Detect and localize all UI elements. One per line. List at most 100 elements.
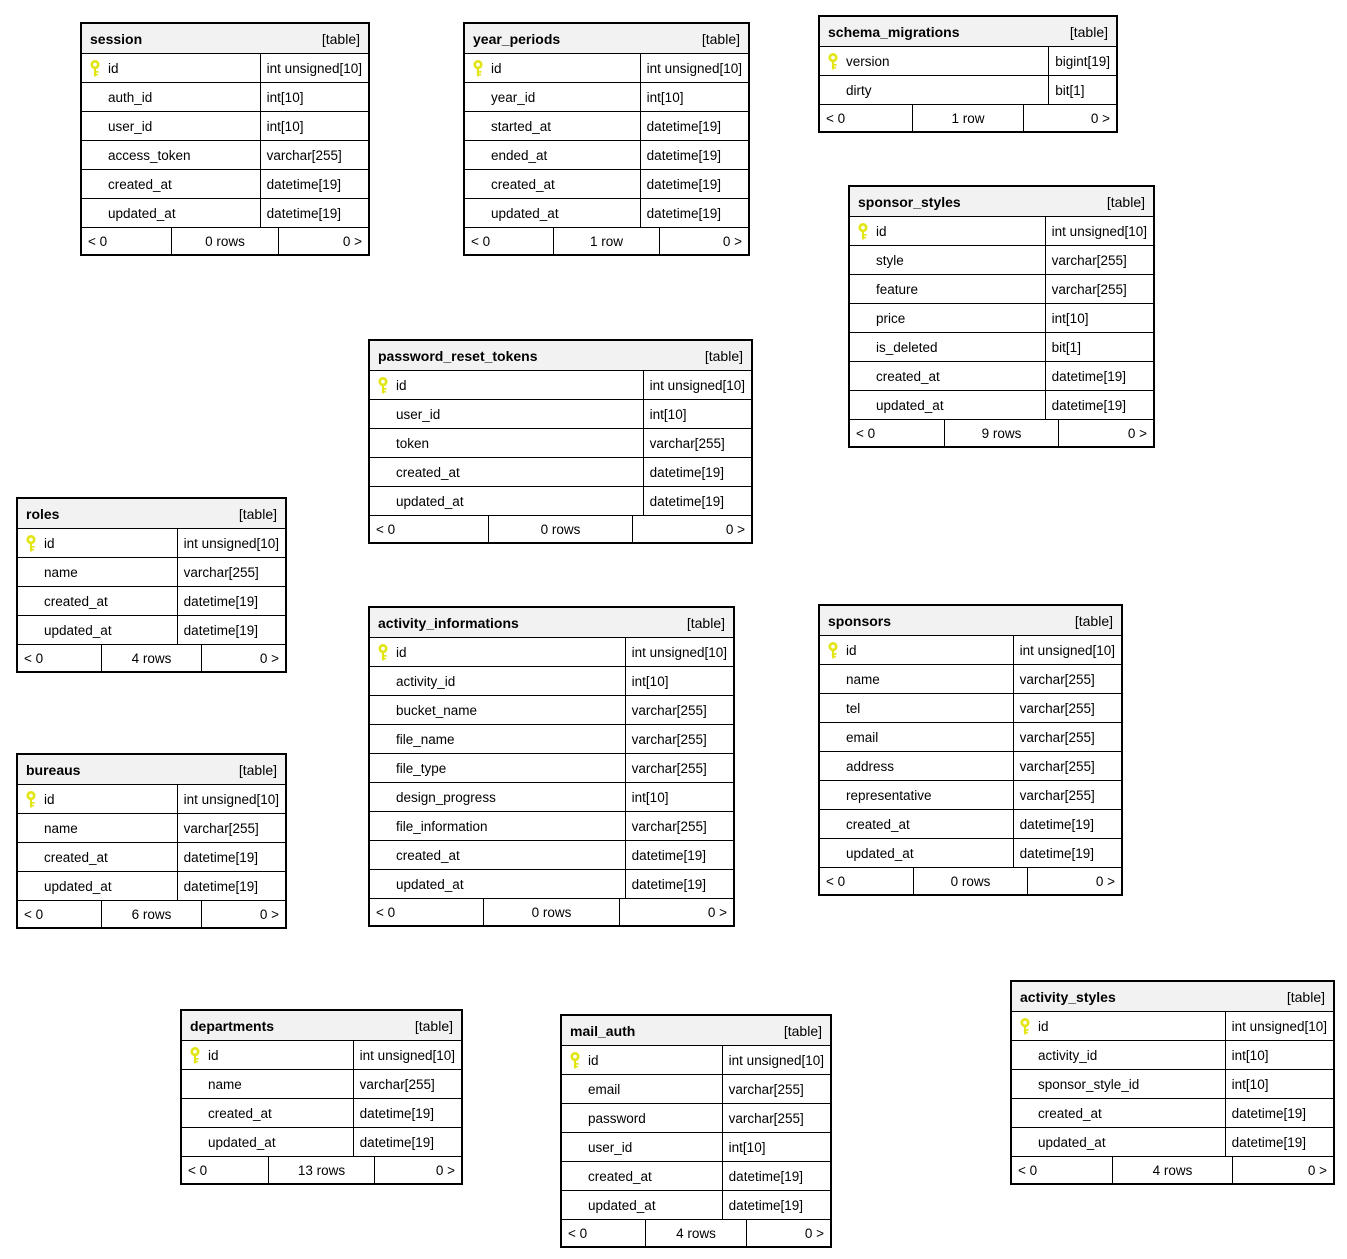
column-name: created_at bbox=[1038, 1105, 1102, 1121]
table-node-sponsors[interactable]: sponsors [table] id int unsigned[10] name v… bbox=[818, 604, 1123, 896]
table-row: year_id int[10] bbox=[465, 83, 748, 112]
table-name[interactable]: sponsor_styles bbox=[858, 193, 961, 210]
table-node-bureaus[interactable]: bureaus [table] id int unsigned[10] name va… bbox=[16, 753, 287, 929]
column-name: updated_at bbox=[588, 1197, 656, 1213]
column-type: datetime[19] bbox=[352, 1099, 461, 1128]
table-row: sponsor_style_id int[10] bbox=[1012, 1070, 1333, 1099]
footer-row-count: 9 rows bbox=[943, 420, 1060, 446]
table-row: created_at datetime[19] bbox=[182, 1099, 461, 1128]
column-name: id bbox=[588, 1052, 599, 1068]
table-row: name varchar[255] bbox=[182, 1070, 461, 1099]
table-node-roles[interactable]: roles [table] id int unsigned[10] name varc… bbox=[16, 497, 287, 673]
column-type: datetime[19] bbox=[1012, 839, 1121, 868]
table-row: feature varchar[255] bbox=[850, 275, 1153, 304]
table-node-sponsor-styles[interactable]: sponsor_styles [table] id int unsigned[10… bbox=[848, 185, 1155, 448]
table-node-year-periods[interactable]: year_periods [table] id int unsigned[10] y… bbox=[463, 22, 750, 256]
column-type: datetime[19] bbox=[1012, 810, 1121, 839]
column-name-cell: updated_at bbox=[465, 199, 640, 228]
primary-key-icon bbox=[569, 1051, 588, 1069]
column-name: access_token bbox=[108, 147, 191, 163]
table-row: created_at datetime[19] bbox=[370, 841, 733, 870]
column-type: int[10] bbox=[639, 83, 748, 112]
column-name-cell: sponsor_style_id bbox=[1012, 1070, 1225, 1099]
column-name: created_at bbox=[491, 176, 555, 192]
table-row: id int unsigned[10] bbox=[18, 785, 285, 814]
table-name[interactable]: departments bbox=[190, 1017, 275, 1034]
column-list: id int unsigned[10] name varchar[255] create… bbox=[18, 785, 285, 901]
column-name: updated_at bbox=[208, 1134, 276, 1150]
footer-row-count: 0 rows bbox=[170, 228, 280, 254]
column-type: varchar[255] bbox=[1012, 694, 1121, 723]
table-row: password varchar[255] bbox=[562, 1104, 830, 1133]
table-node-activity-styles[interactable]: activity_styles [table] id int unsigned[1… bbox=[1010, 980, 1335, 1185]
column-type: datetime[19] bbox=[639, 199, 748, 228]
table-name[interactable]: session bbox=[90, 30, 143, 47]
table-header: sponsor_styles [table] bbox=[850, 187, 1153, 217]
table-name[interactable]: password_reset_tokens bbox=[378, 347, 538, 364]
table-row: id int unsigned[10] bbox=[465, 54, 748, 83]
footer-right-degree: 0 > bbox=[722, 233, 742, 249]
table-node-mail-auth[interactable]: mail_auth [table] id int unsigned[10] emai… bbox=[560, 1014, 832, 1248]
table-type-badge: [table] bbox=[414, 1017, 453, 1034]
column-type: int unsigned[10] bbox=[624, 638, 733, 667]
column-type: varchar[255] bbox=[259, 141, 368, 170]
column-type: int[10] bbox=[721, 1133, 830, 1162]
column-type: int unsigned[10] bbox=[352, 1041, 461, 1070]
table-name[interactable]: roles bbox=[26, 505, 60, 522]
column-type: int unsigned[10] bbox=[639, 54, 748, 83]
table-node-activity-informations[interactable]: activity_informations [table] id int unsi… bbox=[368, 606, 735, 927]
table-name[interactable]: sponsors bbox=[828, 612, 892, 629]
primary-key-icon bbox=[472, 59, 491, 77]
footer-row-count: 13 rows bbox=[268, 1157, 375, 1183]
table-row: created_at datetime[19] bbox=[370, 458, 751, 487]
table-name[interactable]: year_periods bbox=[473, 30, 561, 47]
column-list: id int unsigned[10] name varchar[255] create… bbox=[182, 1041, 461, 1157]
table-name[interactable]: schema_migrations bbox=[828, 23, 960, 40]
footer-left-degree: < 0 bbox=[24, 650, 44, 666]
column-name-cell: dirty bbox=[820, 76, 1049, 105]
column-name: email bbox=[846, 729, 879, 745]
table-footer: < 0 4 rows 0 > bbox=[1012, 1157, 1333, 1183]
table-row: started_at datetime[19] bbox=[465, 112, 748, 141]
table-node-departments[interactable]: departments [table] id int unsigned[10] na… bbox=[180, 1009, 463, 1185]
table-node-schema-migrations[interactable]: schema_migrations [table] version bigint[… bbox=[818, 15, 1118, 133]
table-name[interactable]: activity_informations bbox=[378, 614, 519, 631]
column-type: datetime[19] bbox=[176, 843, 285, 872]
column-name: file_information bbox=[396, 818, 488, 834]
table-type-badge: [table] bbox=[321, 30, 360, 47]
column-list: id int unsigned[10] user_id int[10] token var… bbox=[370, 371, 751, 516]
column-name-cell: id bbox=[18, 529, 177, 558]
column-name: id bbox=[396, 377, 407, 393]
column-name-cell: is_deleted bbox=[850, 333, 1045, 362]
column-name-cell: activity_id bbox=[1012, 1041, 1225, 1070]
footer-left-degree: < 0 bbox=[856, 425, 876, 441]
column-name-cell: id bbox=[850, 217, 1045, 246]
table-name[interactable]: bureaus bbox=[26, 761, 81, 778]
footer-left-degree: < 0 bbox=[826, 873, 846, 889]
column-name-cell: id bbox=[1012, 1012, 1225, 1041]
footer-right-degree: 0 > bbox=[435, 1162, 455, 1178]
column-name-cell: name bbox=[182, 1070, 353, 1099]
table-name[interactable]: mail_auth bbox=[570, 1022, 636, 1039]
footer-row-count: 4 rows bbox=[100, 645, 203, 671]
column-name: user_id bbox=[108, 118, 153, 134]
column-list: id int unsigned[10] name varchar[255] create… bbox=[18, 529, 285, 645]
table-node-session[interactable]: session [table] id int unsigned[10] auth_i… bbox=[80, 22, 370, 256]
table-row: updated_at datetime[19] bbox=[820, 839, 1121, 868]
table-node-password-reset-tokens[interactable]: password_reset_tokens [table] id int unsi… bbox=[368, 339, 753, 544]
footer-left-degree: < 0 bbox=[1018, 1162, 1038, 1178]
column-type: varchar[255] bbox=[1012, 752, 1121, 781]
column-name-cell: updated_at bbox=[18, 616, 177, 645]
column-name-cell: user_id bbox=[562, 1133, 722, 1162]
column-name: password bbox=[588, 1110, 646, 1126]
table-name[interactable]: activity_styles bbox=[1020, 988, 1116, 1005]
column-name-cell: created_at bbox=[820, 810, 1013, 839]
column-name: id bbox=[491, 60, 502, 76]
table-row: created_at datetime[19] bbox=[1012, 1099, 1333, 1128]
column-name: email bbox=[588, 1081, 621, 1097]
column-name: is_deleted bbox=[876, 339, 938, 355]
column-name-cell: id bbox=[562, 1046, 722, 1075]
column-name: name bbox=[44, 820, 78, 836]
table-header: password_reset_tokens [table] bbox=[370, 341, 751, 371]
column-name: updated_at bbox=[396, 493, 464, 509]
